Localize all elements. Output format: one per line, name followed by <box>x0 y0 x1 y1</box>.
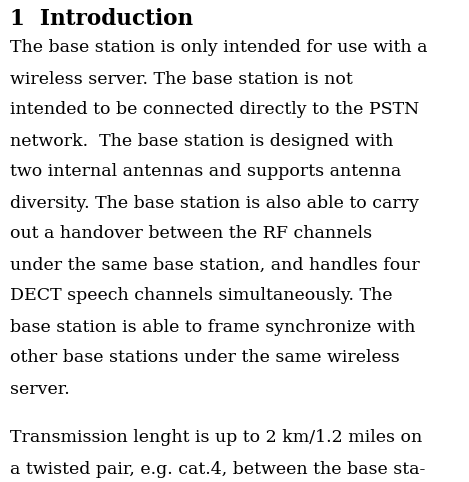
Text: diversity. The base station is also able to carry: diversity. The base station is also able… <box>10 195 419 212</box>
Text: network.  The base station is designed with: network. The base station is designed wi… <box>10 133 393 149</box>
Text: wireless server. The base station is not: wireless server. The base station is not <box>10 70 353 88</box>
Text: DECT speech channels simultaneously. The: DECT speech channels simultaneously. The <box>10 287 393 305</box>
Text: two internal antennas and supports antenna: two internal antennas and supports anten… <box>10 163 401 180</box>
Text: under the same base station, and handles four: under the same base station, and handles… <box>10 256 420 273</box>
Text: server.: server. <box>10 380 70 398</box>
Text: base station is able to frame synchronize with: base station is able to frame synchroniz… <box>10 319 416 335</box>
Text: out a handover between the RF channels: out a handover between the RF channels <box>10 226 372 242</box>
Text: other base stations under the same wireless: other base stations under the same wirel… <box>10 349 400 366</box>
Text: intended to be connected directly to the PSTN: intended to be connected directly to the… <box>10 102 419 119</box>
Text: Transmission lenght is up to 2 km/1.2 miles on: Transmission lenght is up to 2 km/1.2 mi… <box>10 429 422 446</box>
Text: a twisted pair, e.g. cat.4, between the base sta-: a twisted pair, e.g. cat.4, between the … <box>10 460 425 478</box>
Text: The base station is only intended for use with a: The base station is only intended for us… <box>10 40 428 56</box>
Text: 1  Introduction: 1 Introduction <box>10 8 193 30</box>
